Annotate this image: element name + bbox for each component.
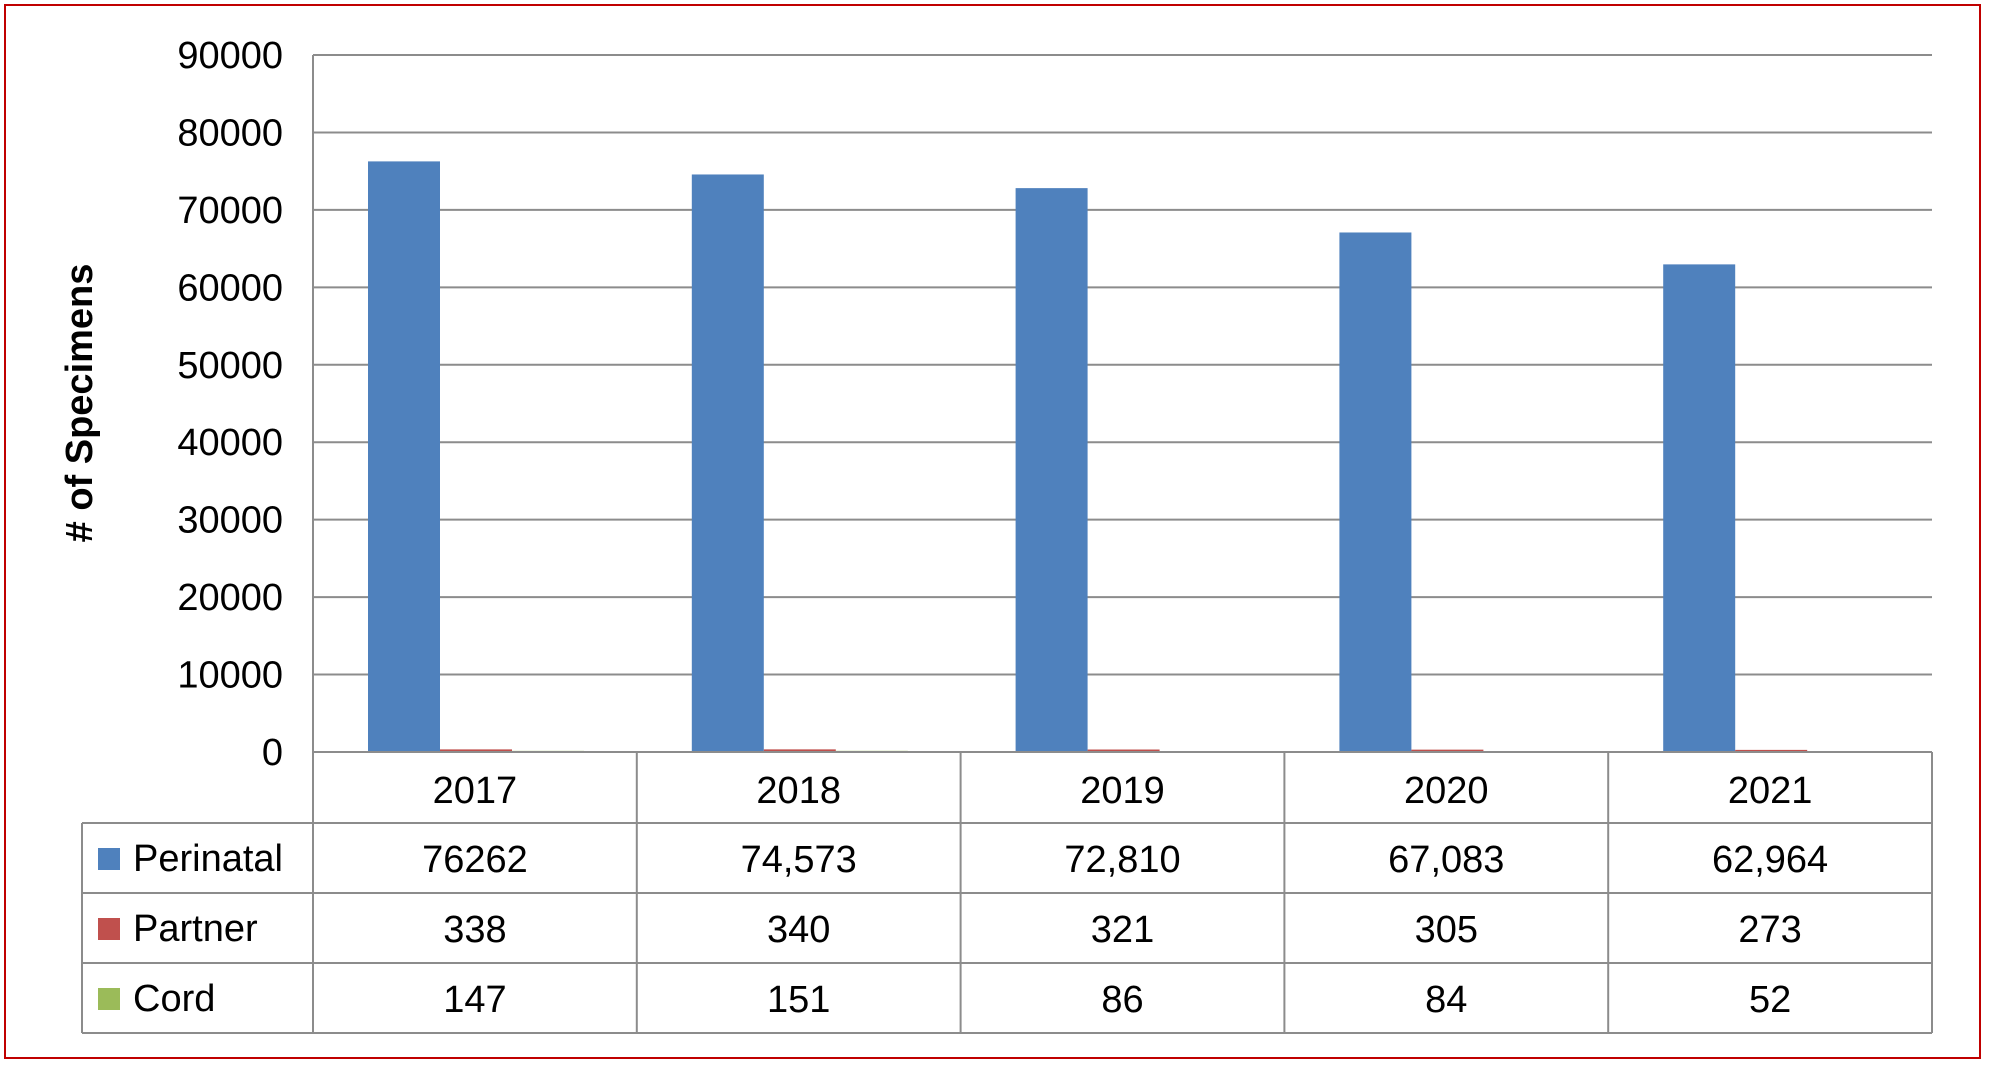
legend-key-cord: [98, 988, 120, 1010]
data-label: 52: [1749, 979, 1791, 1021]
x-tick-label: 2021: [1728, 770, 1813, 812]
data-label: 273: [1738, 909, 1801, 951]
y-tick-label: 70000: [177, 190, 283, 232]
bar-partner-2020: [1411, 749, 1484, 752]
data-label: 84: [1425, 979, 1467, 1021]
data-label: 67,083: [1388, 839, 1504, 881]
y-tick-label: 80000: [177, 112, 283, 154]
data-label: 74,573: [741, 839, 857, 881]
x-tick-label: 2017: [433, 770, 518, 812]
y-tick-labels: 0 10000 20000 30000 40000 50000 60000 70000 8000…: [177, 35, 283, 774]
data-label: 338: [443, 909, 506, 951]
bar-partner-2019: [1087, 749, 1160, 752]
data-label: 305: [1415, 909, 1478, 951]
bar-perinatal-2021: [1663, 264, 1736, 752]
y-tick-label: 10000: [177, 655, 283, 697]
data-label: 340: [767, 909, 830, 951]
bar-partner-2018: [763, 749, 836, 752]
bar-perinatal-2020: [1339, 232, 1412, 752]
bars: [368, 161, 1880, 753]
legend-key-perinatal: [98, 848, 120, 870]
bar-perinatal-2017: [368, 161, 440, 752]
legend-label-cord: Cord: [133, 978, 215, 1020]
bar-partner-2021: [1735, 749, 1808, 752]
bar-perinatal-2018: [691, 174, 764, 753]
data-label: 62,964: [1712, 839, 1828, 881]
y-axis-label: # of Specimens: [59, 264, 101, 543]
data-label: 72,810: [1064, 839, 1180, 881]
legend-label-perinatal: Perinatal: [133, 838, 283, 880]
x-tick-label: 2018: [756, 770, 841, 812]
x-tick-label: 2019: [1080, 770, 1165, 812]
y-tick-label: 20000: [177, 577, 283, 619]
data-label: 321: [1091, 909, 1154, 951]
x-tick-label: 2020: [1404, 770, 1489, 812]
chart-frame: [4, 4, 1981, 1059]
legend-label-partner: Partner: [133, 908, 258, 950]
y-tick-label: 40000: [177, 422, 283, 464]
data-label: 76262: [422, 839, 528, 881]
y-tick-label: 0: [262, 732, 283, 774]
data-label: 151: [767, 979, 830, 1021]
y-tick-label: 30000: [177, 500, 283, 542]
bar-perinatal-2019: [1015, 188, 1088, 752]
legend-key-partner: [98, 918, 120, 940]
bar-partner-2017: [440, 749, 512, 752]
y-tick-label: 60000: [177, 267, 283, 309]
y-tick-label: 90000: [177, 35, 283, 77]
data-label: 86: [1101, 979, 1143, 1021]
data-table: 2017 2018 2019 2020 2021 Perinatal 76262 74,573…: [81, 751, 1933, 1034]
y-tick-label: 50000: [177, 345, 283, 387]
data-label: 147: [443, 979, 506, 1021]
